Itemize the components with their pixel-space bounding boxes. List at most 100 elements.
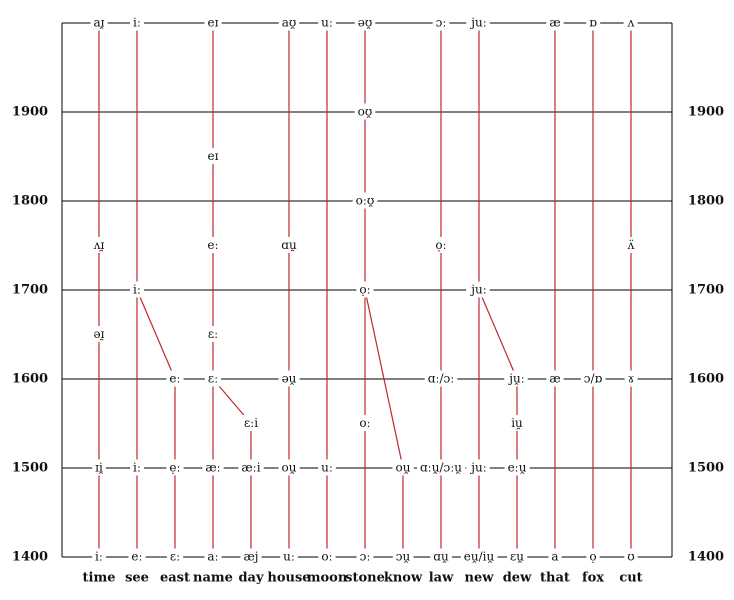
label-bg — [128, 548, 146, 565]
label-bg — [278, 14, 300, 31]
label-bg — [278, 237, 300, 253]
vowel: ẹː — [169, 461, 180, 475]
vowel: ʌɪ̯ — [93, 238, 105, 252]
vowel: æː — [205, 461, 220, 475]
label-bg — [356, 281, 374, 298]
year-label: 1600 — [12, 372, 48, 387]
vowel: uː — [321, 16, 333, 30]
label-bg — [466, 14, 490, 31]
shift-line — [478, 289, 518, 380]
vowel: ɔː — [360, 550, 371, 564]
vowel: juː — [469, 16, 487, 30]
word: cut — [619, 571, 642, 586]
label-bg — [278, 370, 300, 387]
label-bg — [92, 459, 106, 476]
word: house — [267, 571, 310, 586]
label-bg — [466, 281, 490, 298]
label-bg — [90, 326, 108, 342]
label-bg — [586, 548, 600, 565]
label-bg — [238, 459, 264, 476]
vowel: ɤ — [628, 372, 635, 386]
label-bg — [586, 14, 601, 31]
label-bg — [417, 459, 466, 476]
label-bg — [546, 370, 564, 387]
year-label: 1500 — [688, 461, 724, 476]
label-bg — [240, 415, 262, 431]
word: day — [238, 571, 264, 586]
label-bg — [430, 548, 452, 565]
year-label: 1900 — [12, 105, 48, 120]
word: time — [83, 571, 116, 586]
label-bg — [90, 14, 108, 31]
vowel: oʊ̯ — [358, 105, 373, 119]
label-bg — [466, 459, 490, 476]
vowel: ɛu̯ — [510, 550, 524, 564]
vowel: əʊ̯ — [358, 16, 373, 30]
vowel: eu̯/iu̯ — [464, 550, 495, 564]
label-bg — [280, 548, 298, 565]
vowel: ɪi̯ — [95, 461, 103, 475]
year-label: 1700 — [12, 283, 48, 298]
word: dew — [503, 571, 532, 586]
vowel: ɛː — [208, 372, 218, 386]
labels: 1900 1900 1800 1800 1700 1700 1600 1600 1500 1500… — [12, 14, 724, 586]
label-bg — [130, 281, 144, 298]
vowel: iː — [95, 550, 103, 564]
vowel: aɪ̯ — [94, 16, 105, 30]
year-label: 1800 — [12, 194, 48, 209]
vowel: eɪ — [208, 16, 219, 30]
vowel: uː — [283, 550, 295, 564]
label-bg — [130, 14, 144, 31]
vowel: eːu̯ — [508, 461, 527, 475]
vowel: ɑu̯ — [281, 238, 297, 252]
label-bg — [424, 370, 458, 387]
word: law — [429, 571, 454, 586]
label-bg — [92, 548, 106, 565]
year-label: 1600 — [688, 372, 724, 387]
label-bg — [354, 14, 376, 31]
label-bg — [392, 548, 414, 565]
vowel: a — [551, 550, 558, 564]
label-bg — [623, 14, 638, 31]
label-bg — [352, 192, 378, 209]
vowel: æːi — [241, 461, 260, 475]
label-bg — [548, 548, 562, 565]
vowel: oːʊ̯ — [356, 194, 375, 208]
year-label: 1700 — [688, 283, 724, 298]
label-bg — [318, 459, 336, 476]
label-bg — [166, 370, 184, 387]
word: new — [465, 571, 495, 586]
word: know — [384, 571, 423, 586]
label-bg — [546, 14, 564, 31]
shift-line — [364, 289, 404, 469]
label-bg — [432, 14, 450, 31]
label-bg — [318, 14, 336, 31]
vowel: æj — [244, 550, 259, 564]
label-bg — [240, 548, 262, 565]
vowel: oː — [359, 416, 370, 430]
vowel: aʊ̯ — [282, 16, 297, 30]
label-bg — [204, 548, 222, 565]
vowel: eː — [207, 238, 218, 252]
vowel: ɛː — [170, 550, 180, 564]
vowel: ou̯ — [396, 461, 411, 475]
year-label: 1500 — [12, 461, 48, 476]
vowel: ɔu̯ — [396, 550, 411, 564]
vowel: oː — [321, 550, 332, 564]
year-label: 1900 — [688, 105, 724, 120]
label-bg — [318, 548, 336, 565]
vowel: eː — [131, 550, 142, 564]
vowel: ɔ/ɒ — [584, 372, 603, 386]
vowel: ɛːi — [244, 416, 258, 430]
vowel: əɪ̯ — [94, 327, 105, 341]
label-bg — [624, 370, 638, 387]
vowel: əu̯ — [282, 372, 297, 386]
word: east — [160, 571, 190, 586]
label-bg — [89, 237, 108, 253]
label-bg — [204, 237, 222, 253]
word: moon — [307, 571, 348, 586]
label-bg — [392, 459, 414, 476]
label-bg — [460, 548, 498, 565]
vowel: iː — [133, 461, 141, 475]
vowel: æ — [549, 372, 560, 386]
